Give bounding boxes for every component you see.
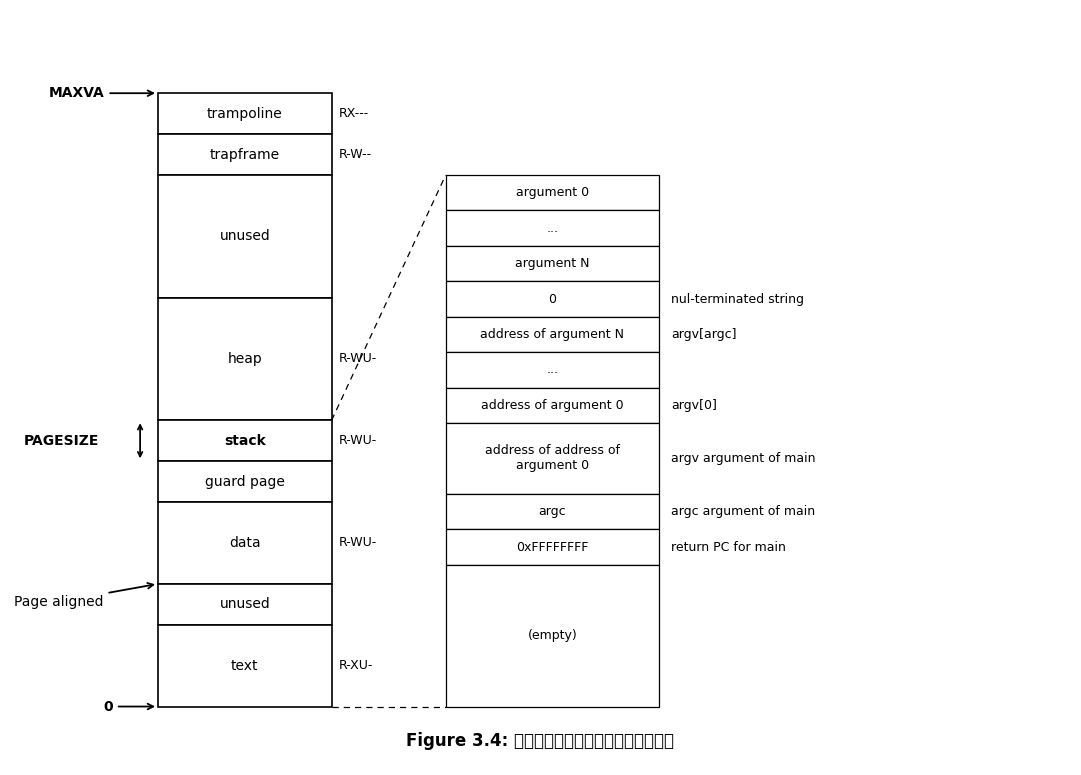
Text: return PC for main: return PC for main — [671, 541, 786, 553]
Text: R-W--: R-W-- — [338, 148, 372, 161]
Text: argc argument of main: argc argument of main — [671, 505, 815, 518]
Text: argv[argc]: argv[argc] — [671, 328, 736, 341]
Text: RX---: RX--- — [338, 107, 369, 120]
Text: trapframe: trapframe — [210, 147, 280, 161]
Text: heap: heap — [227, 352, 263, 366]
Text: argc: argc — [538, 505, 566, 518]
Bar — [445, 423, 659, 494]
Text: argument 0: argument 0 — [516, 186, 589, 199]
Bar — [445, 565, 659, 707]
Text: ...: ... — [546, 363, 559, 377]
Bar — [445, 211, 659, 246]
Text: text: text — [231, 659, 258, 673]
Bar — [158, 461, 332, 502]
Bar — [158, 584, 332, 625]
Bar — [445, 352, 659, 388]
Text: unused: unused — [219, 229, 270, 243]
Text: argv[0]: argv[0] — [671, 399, 717, 412]
Text: address of argument 0: address of argument 0 — [481, 399, 624, 412]
Text: Figure 3.4: 进程的用户地址空间及其初始堆栈。: Figure 3.4: 进程的用户地址空间及其初始堆栈。 — [406, 732, 675, 750]
Text: data: data — [229, 536, 261, 550]
Text: trampoline: trampoline — [206, 107, 282, 121]
Text: PAGESIZE: PAGESIZE — [24, 434, 99, 448]
Bar — [158, 175, 332, 298]
Text: address of address of
argument 0: address of address of argument 0 — [485, 445, 619, 473]
Text: Page aligned: Page aligned — [14, 583, 154, 608]
Text: 0xFFFFFFFF: 0xFFFFFFFF — [517, 541, 588, 553]
Text: MAXVA: MAXVA — [49, 86, 154, 100]
Text: argument N: argument N — [516, 257, 589, 270]
Text: 0: 0 — [104, 700, 154, 714]
Bar — [445, 494, 659, 529]
Bar — [158, 502, 332, 584]
Bar — [158, 93, 332, 134]
Text: address of argument N: address of argument N — [480, 328, 625, 341]
Text: guard page: guard page — [205, 474, 284, 489]
Text: R-XU-: R-XU- — [338, 660, 373, 672]
Text: unused: unused — [219, 598, 270, 611]
Text: argv argument of main: argv argument of main — [671, 452, 815, 465]
Bar — [158, 625, 332, 707]
Text: (empty): (empty) — [528, 629, 577, 642]
Bar — [445, 317, 659, 352]
Bar — [158, 134, 332, 175]
Bar — [445, 529, 659, 565]
Bar — [158, 420, 332, 461]
Bar — [158, 298, 332, 420]
Text: R-WU-: R-WU- — [338, 536, 377, 549]
Text: 0: 0 — [548, 292, 557, 305]
Text: nul-terminated string: nul-terminated string — [671, 292, 804, 305]
Bar — [445, 175, 659, 211]
Bar — [445, 281, 659, 317]
Text: R-WU-: R-WU- — [338, 434, 377, 447]
Text: R-WU-: R-WU- — [338, 353, 377, 366]
Text: stack: stack — [224, 434, 266, 448]
Bar — [445, 246, 659, 281]
Bar — [445, 388, 659, 423]
Text: ...: ... — [546, 222, 559, 235]
